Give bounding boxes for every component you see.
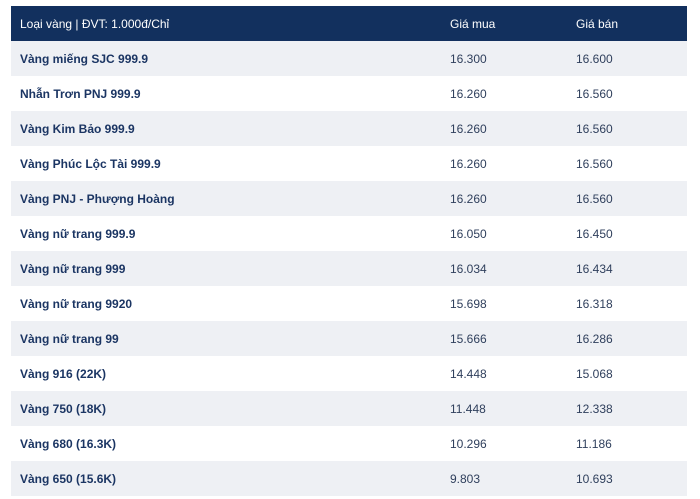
sell-price-cell: 16.560	[576, 156, 613, 171]
buy-price-cell: 16.260	[450, 156, 487, 171]
gold-type-cell: Vàng Kim Bảo 999.9	[20, 121, 135, 136]
sell-price-cell: 11.186	[576, 436, 612, 451]
buy-price-cell: 16.034	[450, 261, 487, 276]
sell-price-cell: 16.450	[576, 226, 613, 241]
table-header: Loại vàng | ĐVT: 1.000đ/Chỉ Giá mua Giá …	[11, 6, 687, 41]
header-gold-type: Loại vàng | ĐVT: 1.000đ/Chỉ	[20, 16, 170, 31]
buy-price-cell: 14.448	[450, 366, 487, 381]
header-sell-price: Giá bán	[576, 16, 619, 31]
buy-price-cell: 10.296	[450, 436, 487, 451]
buy-price-cell: 16.260	[450, 191, 487, 206]
header-buy-price: Giá mua	[450, 16, 496, 31]
sell-price-cell: 10.693	[576, 471, 613, 486]
table-row: Vàng nữ trang 999.9 16.050 16.450	[11, 216, 687, 251]
sell-price-cell: 16.560	[576, 86, 613, 101]
gold-type-cell: Vàng 680 (16.3K)	[20, 436, 117, 451]
table-row: Nhẫn Trơn PNJ 999.9 16.260 16.560	[11, 76, 687, 111]
sell-price-cell: 16.286	[576, 331, 613, 346]
buy-price-cell: 16.300	[450, 51, 487, 66]
table-row: Vàng PNJ - Phượng Hoàng 16.260 16.560	[11, 181, 687, 216]
gold-type-cell: Vàng miếng SJC 999.9	[20, 51, 149, 66]
gold-type-cell: Vàng 650 (15.6K)	[20, 471, 117, 486]
gold-type-cell: Vàng nữ trang 9920	[20, 296, 133, 311]
sell-price-cell: 16.434	[576, 261, 613, 276]
table-row: Vàng 650 (15.6K) 9.803 10.693	[11, 461, 687, 496]
gold-price-table-container: Loại vàng | ĐVT: 1.000đ/Chỉ Giá mua Giá …	[11, 6, 687, 496]
gold-type-cell: Vàng PNJ - Phượng Hoàng	[20, 191, 175, 206]
gold-type-cell: Vàng Phúc Lộc Tài 999.9	[20, 156, 161, 171]
table-row: Vàng miếng SJC 999.9 16.300 16.600	[11, 41, 687, 76]
sell-price-cell: 16.560	[576, 191, 613, 206]
gold-type-cell: Vàng nữ trang 99	[20, 331, 119, 346]
buy-price-cell: 11.448	[450, 401, 486, 416]
gold-type-cell: Vàng 916 (22K)	[20, 366, 107, 381]
buy-price-cell: 15.666	[450, 331, 487, 346]
table-row: Vàng Kim Bảo 999.9 16.260 16.560	[11, 111, 687, 146]
sell-price-cell: 16.318	[576, 296, 613, 311]
table-body: Vàng miếng SJC 999.9 16.300 16.600 Nhẫn …	[11, 41, 687, 496]
buy-price-cell: 15.698	[450, 296, 487, 311]
gold-price-table: Loại vàng | ĐVT: 1.000đ/Chỉ Giá mua Giá …	[11, 6, 687, 496]
buy-price-cell: 16.260	[450, 121, 487, 136]
sell-price-cell: 15.068	[576, 366, 613, 381]
table-row: Vàng nữ trang 99 15.666 16.286	[11, 321, 687, 356]
sell-price-cell: 12.338	[576, 401, 613, 416]
header-row: Loại vàng | ĐVT: 1.000đ/Chỉ Giá mua Giá …	[11, 6, 687, 41]
sell-price-cell: 16.600	[576, 51, 613, 66]
gold-type-cell: Nhẫn Trơn PNJ 999.9	[20, 86, 141, 101]
table-row: Vàng 680 (16.3K) 10.296 11.186	[11, 426, 687, 461]
table-row: Vàng nữ trang 9920 15.698 16.318	[11, 286, 687, 321]
table-row: Vàng nữ trang 999 16.034 16.434	[11, 251, 687, 286]
gold-type-cell: Vàng 750 (18K)	[20, 401, 107, 416]
gold-type-cell: Vàng nữ trang 999	[20, 261, 126, 276]
table-row: Vàng 916 (22K) 14.448 15.068	[11, 356, 687, 391]
buy-price-cell: 16.260	[450, 86, 487, 101]
table-row: Vàng 750 (18K) 11.448 12.338	[11, 391, 687, 426]
buy-price-cell: 16.050	[450, 226, 487, 241]
gold-type-cell: Vàng nữ trang 999.9	[20, 226, 136, 241]
buy-price-cell: 9.803	[450, 471, 481, 486]
table-row: Vàng Phúc Lộc Tài 999.9 16.260 16.560	[11, 146, 687, 181]
sell-price-cell: 16.560	[576, 121, 613, 136]
